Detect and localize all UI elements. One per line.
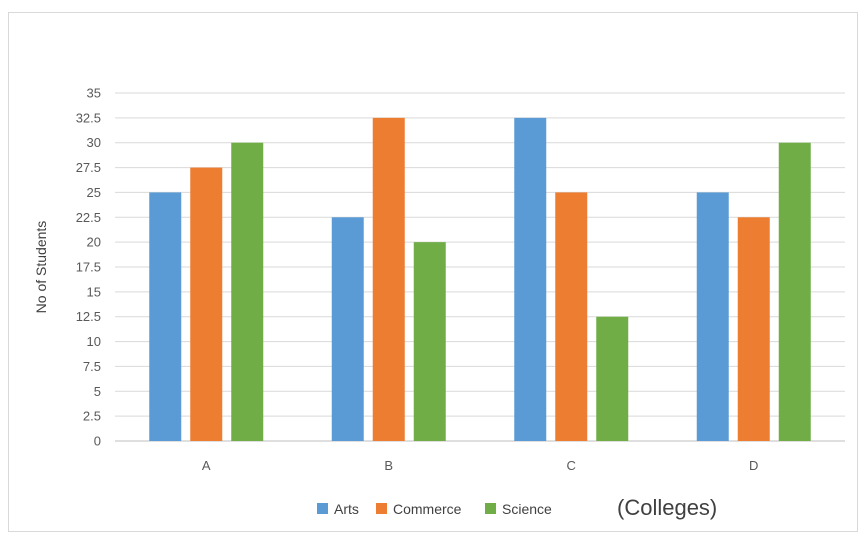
legend-swatch-science bbox=[485, 503, 496, 514]
bar-arts-b bbox=[331, 217, 364, 441]
y-tick-label: 2.5 bbox=[83, 409, 101, 424]
y-axis-ticks: 0 2.5 5 7.5 10 12.5 15 17.5 20 22.5 25 27.5 30 32.5 35 bbox=[76, 86, 101, 449]
bar-science-d bbox=[778, 142, 811, 441]
y-tick-label: 32.5 bbox=[76, 110, 101, 125]
y-tick-label: 25 bbox=[87, 185, 101, 200]
x-axis-label: (Colleges) bbox=[617, 495, 717, 520]
y-tick-label: 20 bbox=[87, 235, 101, 250]
gridlines bbox=[115, 92, 845, 442]
legend-swatch-commerce bbox=[376, 503, 387, 514]
y-tick-label: 0 bbox=[94, 434, 101, 449]
y-tick-label: 5 bbox=[94, 384, 101, 399]
bar-science-b bbox=[413, 242, 446, 441]
bar-commerce-a bbox=[190, 167, 223, 442]
y-tick-label: 22.5 bbox=[76, 210, 101, 225]
bar-science-a bbox=[231, 142, 264, 441]
y-tick-label: 30 bbox=[87, 135, 101, 150]
y-tick-label: 7.5 bbox=[83, 359, 101, 374]
x-axis-ticks: A B C D bbox=[202, 458, 759, 473]
x-tick-label: B bbox=[384, 458, 393, 473]
bar-science-c bbox=[596, 316, 629, 441]
y-axis-label: No of Students bbox=[33, 221, 49, 314]
bar-arts-c bbox=[514, 117, 547, 441]
legend-label-commerce: Commerce bbox=[393, 501, 462, 517]
x-tick-label: C bbox=[567, 458, 576, 473]
legend-swatch-arts bbox=[317, 503, 328, 514]
bar-arts-a bbox=[149, 192, 182, 441]
y-tick-label: 27.5 bbox=[76, 160, 101, 175]
legend-label-arts: Arts bbox=[334, 501, 359, 517]
y-tick-label: 12.5 bbox=[76, 309, 101, 324]
y-tick-label: 17.5 bbox=[76, 260, 101, 275]
x-tick-label: D bbox=[749, 458, 758, 473]
legend: Arts Commerce Science bbox=[317, 501, 552, 517]
bar-arts-d bbox=[696, 192, 729, 441]
bar-commerce-d bbox=[737, 217, 770, 441]
legend-label-science: Science bbox=[502, 501, 552, 517]
bar-commerce-c bbox=[555, 192, 588, 441]
y-tick-label: 10 bbox=[87, 334, 101, 349]
y-tick-label: 35 bbox=[87, 86, 101, 101]
x-tick-label: A bbox=[202, 458, 211, 473]
bars bbox=[149, 117, 811, 442]
bar-commerce-b bbox=[372, 117, 405, 441]
y-tick-label: 15 bbox=[87, 284, 101, 299]
